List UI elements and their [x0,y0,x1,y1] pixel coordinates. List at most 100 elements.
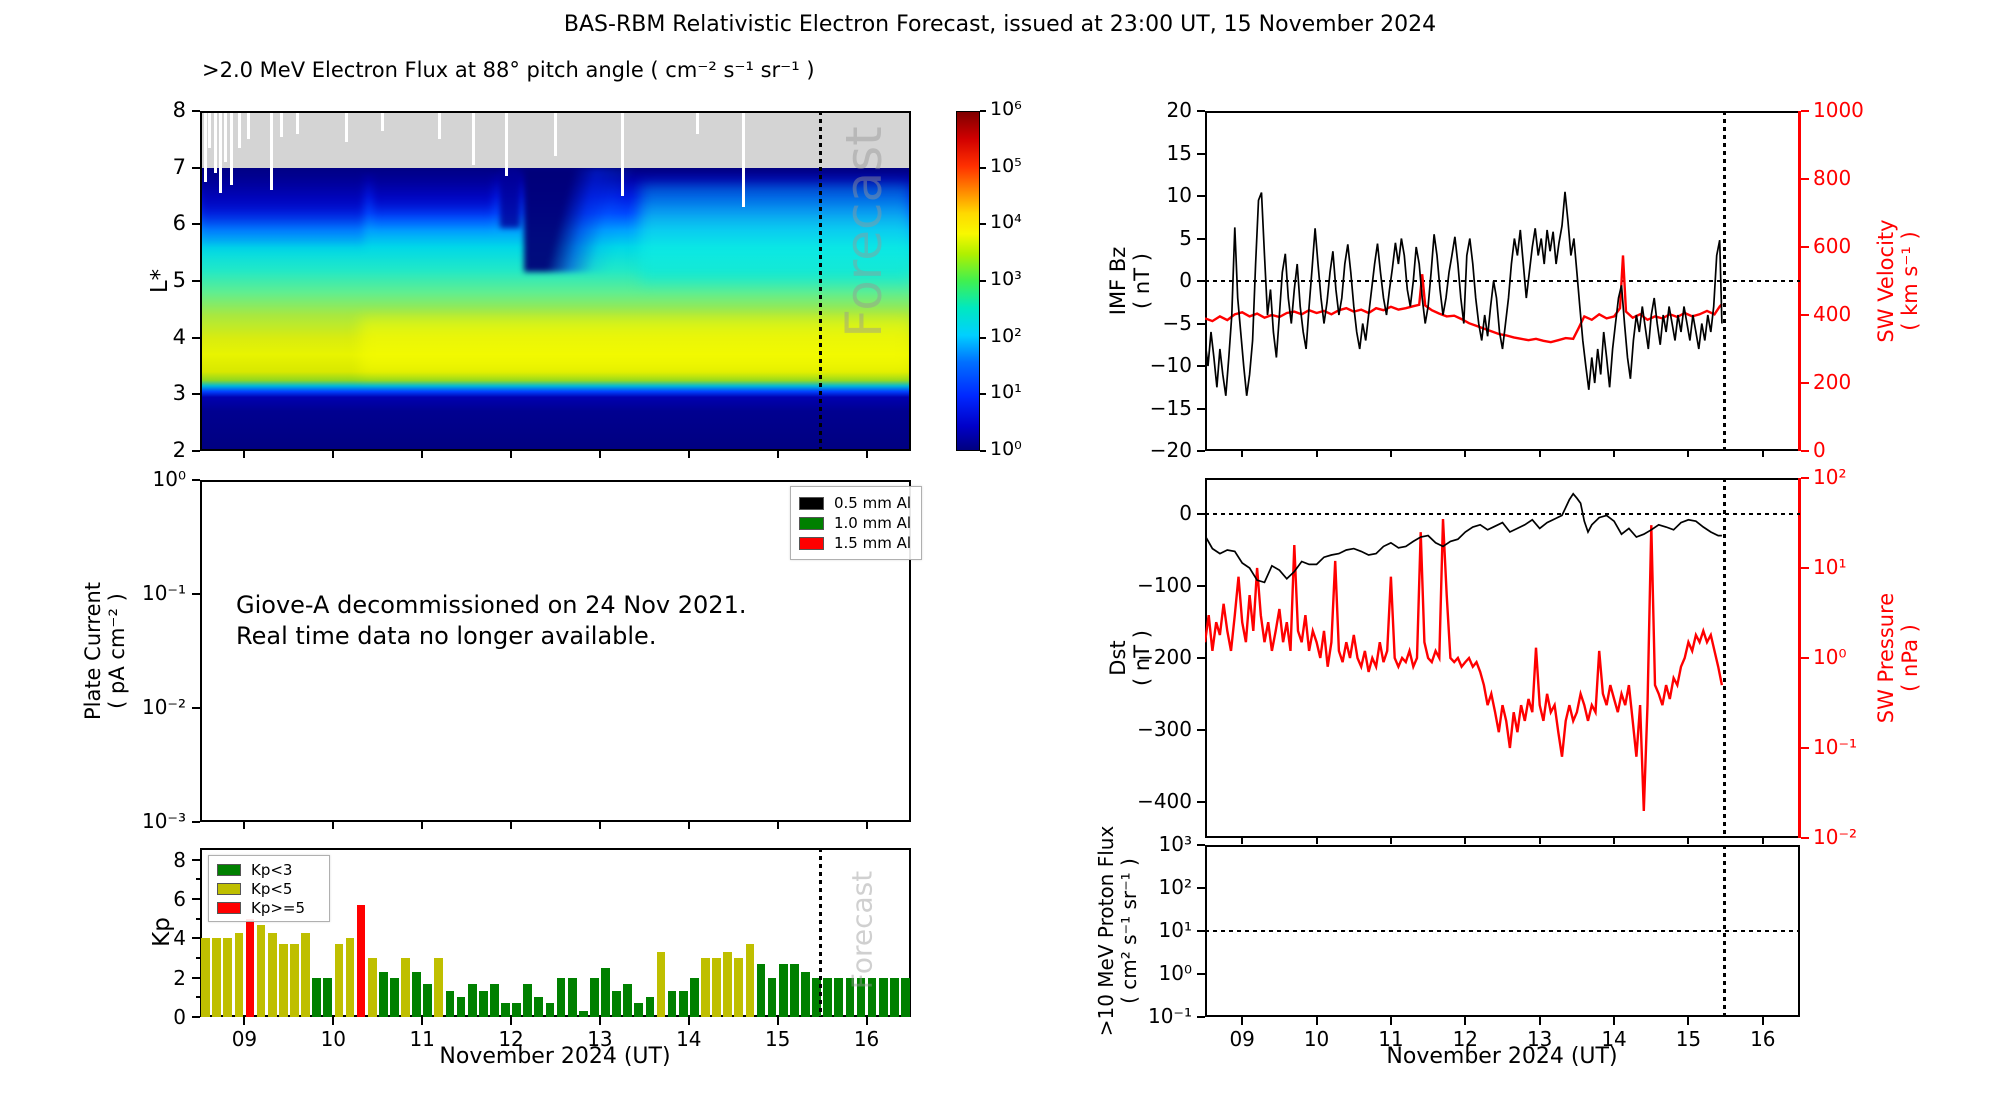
proton-threshold-line [1205,930,1800,932]
kp-bar [534,997,544,1017]
legend-swatch-red [799,536,824,550]
dst-xtick [1241,838,1244,844]
kp-bar [245,918,255,1017]
heatmap-xtick [598,451,601,458]
bz-ytick [1197,280,1205,282]
kp-bar [445,991,455,1017]
dst-ylabel-line1: Dst [1105,640,1130,676]
kp-bar [556,977,566,1017]
kp-bar [767,977,777,1017]
high-flux-cyan-patch [639,184,911,284]
kp-bar [212,938,221,1017]
velocity-ytick [1801,314,1809,316]
plate-ytick [192,821,200,823]
legend-label: Kp<3 [251,860,293,879]
kp-bar [456,997,466,1017]
missing-data-streak [238,111,242,148]
low-flux-patch [373,167,494,233]
kp-bar [512,1003,521,1017]
kp-bar [256,924,266,1017]
kp-bar [356,905,366,1017]
low-flux-wedge [524,167,638,273]
proton-xtick [1389,1017,1392,1025]
kp-xtick-label: 15 [764,1027,791,1051]
bz-ytick-label: 15 [1166,140,1192,165]
kp-bar [878,977,888,1017]
kp-ytick [192,937,200,940]
kp-bar [645,997,655,1017]
missing-data-streak [696,111,700,134]
heatmap-ytick-label: 2 [172,438,186,462]
bz-zero-line [1205,280,1800,282]
bz-ytick-label: −5 [1162,310,1192,335]
proton-xtick-label: 11 [1378,1027,1404,1051]
pressure-ytick-label: 10⁻¹ [1813,735,1858,759]
heatmap-ytick-label: 6 [172,211,186,236]
proton-ylabel-line2: ( cm² s⁻¹ sr⁻¹ ) [1117,858,1141,1004]
proton-xtick-label: 14 [1601,1027,1627,1051]
kp-ytick-label: 8 [173,847,186,872]
kp-xtick-label: 13 [587,1027,613,1051]
heatmap-ytick [192,393,200,396]
velocity-ytick-label: 0 [1813,438,1826,462]
heatmap-xtick [776,451,779,458]
high-flux-cyan-patch [639,207,911,264]
bz-xtick [1241,451,1244,457]
legend-label: 0.5 mm Al [833,494,911,512]
plate-current-ylabel: Plate Current ( pA cm⁻² ) [81,582,129,720]
dst-xtick [1538,838,1541,844]
missing-data-streak [224,111,228,162]
sw-pressure-label: SW Pressure ( nPa ) [1874,593,1922,723]
colorbar-tick-label: 10³ [990,268,1022,290]
kp-bar [523,983,533,1017]
colorbar-tick-label: 10¹ [990,381,1022,404]
kp-xtick-label: 16 [853,1027,880,1051]
proton-xtick [1613,1017,1616,1025]
velocity-ytick-label: 200 [1813,370,1852,394]
forecast-line [818,848,822,1017]
pressure-ytick [1801,567,1809,569]
kp-bar [690,977,699,1017]
bz-xtick [1687,451,1690,457]
bz-ytick [1197,365,1205,367]
missing-data-streak [296,111,300,134]
velocity-ytick [1801,110,1809,112]
proton-xtick-label: 16 [1750,1027,1776,1051]
bz-ytick [1197,322,1205,325]
kp-ytick-label: 6 [173,887,186,912]
proton-ytick-label: 10³ [1158,832,1192,856]
colorbar [956,111,980,451]
proton-xtick [1687,1017,1690,1025]
dst-ytick [1197,657,1205,659]
dst-ytick-label: 0 [1179,501,1192,525]
dst-ytick-label: −300 [1137,717,1192,741]
bz-xtick [1613,451,1616,457]
figure-title: BAS-RBM Relativistic Electron Forecast, … [563,12,1437,37]
plate-ytick-label: 10⁻¹ [141,581,186,605]
kp-ytick-label: 4 [173,926,186,951]
missing-data-streak [269,111,273,191]
velocity-ytick-label: 600 [1813,234,1852,258]
dst-ytick-label: −400 [1137,789,1192,813]
legend-row: Kp<3 [217,860,321,879]
kp-bar [345,938,355,1017]
low-flux-patch [500,167,521,228]
kp-bar [701,958,710,1017]
kp-bar [656,952,666,1017]
kp-bar [290,944,299,1017]
legend-label: 1.5 mm Al [833,534,911,552]
heatmap-ytick [192,223,200,226]
heatmap-xtick [421,451,424,458]
kp-xtick [776,1017,779,1025]
colorbar-tick [980,280,986,282]
series-dst [1205,492,1722,584]
proton-xtick [1464,1017,1467,1025]
legend-swatch-kp-yellow [217,882,241,895]
bz-ylabel-line1: IMF Bz [1105,246,1130,316]
kp-bar [712,958,721,1017]
kp-bar [812,977,821,1017]
kp-xtick [687,1017,690,1025]
kp-bar [545,1003,555,1017]
proton-ytick [1197,887,1205,889]
data-series-plot [1205,191,1723,396]
